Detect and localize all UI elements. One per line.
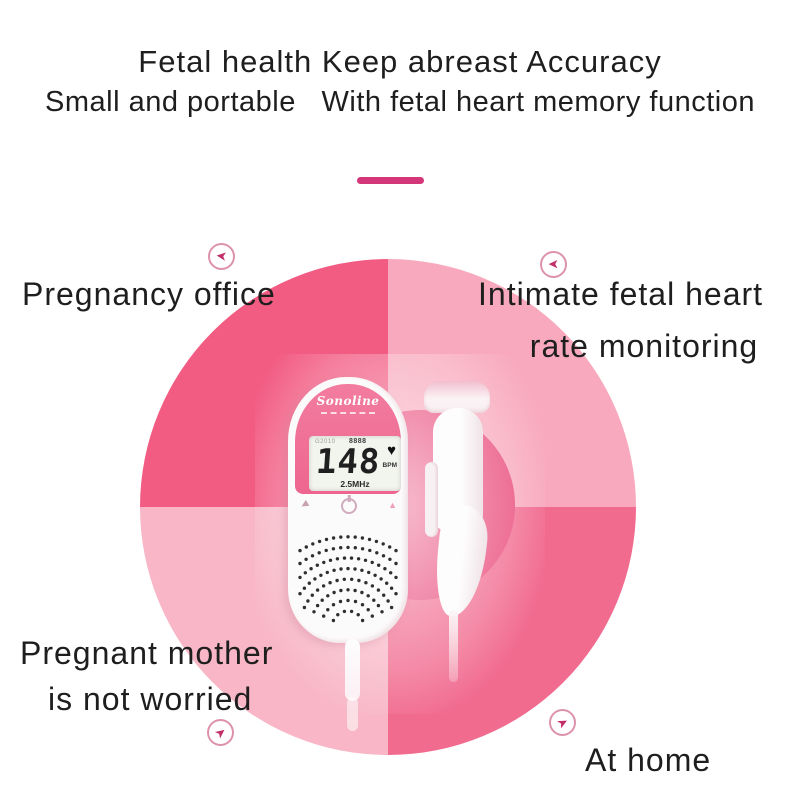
label-intimate-line1: Intimate fetal heart [478, 276, 764, 312]
heart-icon: ♥ [387, 442, 396, 459]
lcd-code-right: 8888 [349, 438, 367, 445]
lcd-screen: G2010 8888 148 ♥ BPM 2.5MHz [309, 436, 401, 491]
label-at-home: At home [585, 742, 712, 778]
brand-band: Sonoline G2010 8888 148 ♥ BPM 2.5MHz [295, 384, 401, 494]
probe-cord [449, 610, 458, 682]
up-arrow-icon: ▲ [388, 500, 397, 510]
arrow-icon: ➤ [215, 248, 228, 265]
label-mother-line1: Pregnant mother [20, 635, 274, 671]
probe-clip [425, 462, 438, 537]
label-intimate-line2: rate monitoring [529, 328, 759, 364]
device-cable-fade [347, 697, 358, 731]
arrow-icon: ➤ [554, 713, 571, 732]
speaker-grille [298, 535, 398, 623]
arrow-badge-top-left: ➤ [208, 243, 235, 270]
arrow-icon: ➤ [548, 257, 559, 272]
probe-head-icon [424, 381, 490, 413]
arrow-badge-bottom-right: ➤ [549, 709, 576, 736]
doppler-device: Sonoline G2010 8888 148 ♥ BPM 2.5MHz ◀ ▲ [288, 377, 408, 643]
power-icon [341, 498, 357, 514]
pink-divider [357, 177, 424, 184]
arrow-badge-top-right: ➤ [540, 251, 567, 278]
device-cable [345, 639, 360, 701]
control-row: ◀ ▲ [288, 492, 408, 518]
arrow-badge-bottom-left: ➤ [207, 719, 234, 746]
label-pregnancy-office: Pregnancy office [22, 276, 276, 312]
lcd-bpm-value: 148 [314, 442, 382, 482]
lcd-code-left: G2010 [315, 439, 336, 445]
arrow-icon: ➤ [211, 723, 230, 742]
headline-line2: Small and portable With fetal heart memo… [45, 86, 755, 118]
lcd-bpm-unit: BPM [382, 462, 397, 469]
label-mother-line2: is not worried [48, 681, 253, 717]
lcd-frequency: 2.5MHz [340, 479, 370, 489]
brand-logo-text: Sonoline [316, 394, 380, 408]
headline-line1: Fetal health Keep abreast Accuracy [138, 44, 662, 79]
brand-subtext-decoration [321, 412, 375, 414]
down-arrow-icon: ◀ [298, 498, 310, 511]
